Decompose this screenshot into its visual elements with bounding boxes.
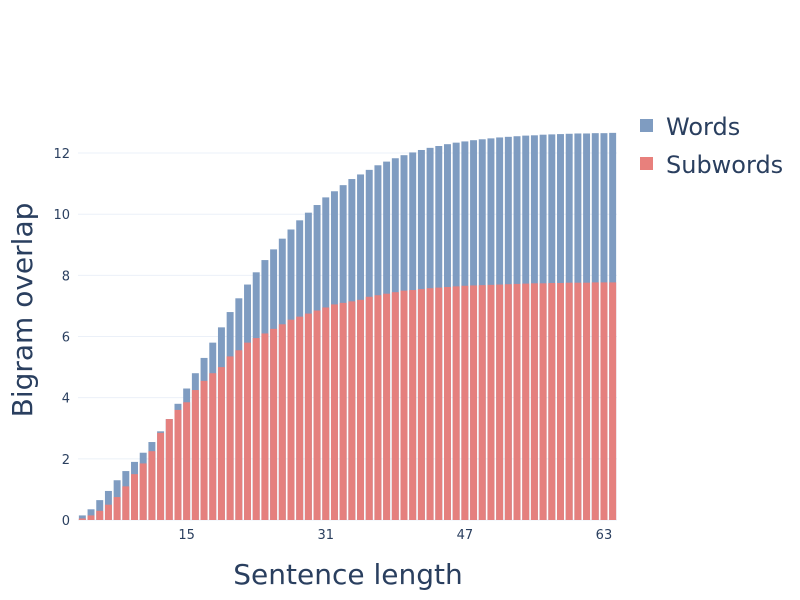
bar-subwords	[426, 288, 434, 520]
bar-subwords	[539, 283, 547, 520]
bar-subwords	[487, 284, 495, 520]
bar-subwords	[461, 285, 469, 520]
bar-subwords	[313, 310, 321, 520]
bar-subwords	[87, 515, 95, 520]
bar-subwords	[261, 333, 269, 520]
bar-subwords	[348, 301, 356, 520]
bar-subwords	[131, 474, 138, 520]
bar-subwords	[157, 432, 165, 520]
bar-words	[96, 500, 104, 520]
bar-subwords	[139, 463, 147, 520]
bars	[78, 132, 617, 521]
y-axis-ticks: 0 2 4 6 8 10 12	[53, 147, 70, 529]
bar-subwords	[600, 282, 608, 520]
bar-subwords	[174, 409, 182, 520]
bar-subwords	[374, 295, 382, 520]
bar-words	[87, 509, 95, 520]
x-tick-label: 47	[457, 528, 474, 543]
bar-subwords	[270, 328, 278, 520]
bar-subwords	[122, 486, 130, 520]
bar-subwords	[565, 282, 573, 520]
bar-subwords	[574, 282, 582, 520]
x-axis-title: Sentence length	[233, 558, 462, 591]
bar-subwords	[409, 290, 417, 520]
bar-subwords	[191, 390, 199, 520]
bar-subwords	[209, 373, 217, 520]
bar-subwords	[287, 319, 295, 520]
bar-subwords	[226, 356, 234, 520]
legend: Words Subwords	[640, 113, 783, 179]
bar-subwords	[478, 285, 486, 520]
bar-subwords	[591, 282, 599, 520]
y-tick-label: 2	[62, 453, 70, 468]
bar-subwords	[339, 302, 347, 520]
legend-label-subwords: Subwords	[666, 151, 783, 179]
series-subwords	[78, 282, 617, 520]
bar-subwords	[357, 299, 365, 520]
bar-subwords	[113, 497, 121, 520]
y-tick-label: 12	[53, 147, 70, 162]
bar-subwords	[583, 282, 591, 520]
bar-subwords	[452, 286, 460, 520]
bar-subwords	[165, 419, 173, 520]
bar-subwords	[513, 283, 521, 520]
bar-subwords	[217, 367, 225, 520]
bar-subwords	[435, 287, 443, 520]
bar-subwords	[496, 284, 504, 520]
bar-subwords	[183, 402, 191, 520]
bar-subwords	[96, 510, 104, 520]
y-tick-label: 6	[62, 331, 70, 346]
legend-swatch-words	[640, 119, 653, 132]
bar-words	[78, 515, 86, 520]
bar-subwords	[530, 283, 538, 520]
bar-subwords	[104, 504, 112, 520]
bar-subwords	[252, 338, 260, 520]
y-tick-label: 0	[62, 514, 70, 529]
bar-subwords	[522, 283, 530, 520]
bar-subwords	[609, 282, 617, 520]
x-tick-label: 31	[317, 528, 334, 543]
bar-subwords	[470, 285, 478, 520]
bar-subwords	[235, 350, 243, 520]
x-tick-label: 15	[178, 528, 195, 543]
bar-subwords	[504, 284, 512, 520]
legend-label-words: Words	[666, 113, 740, 141]
bar-subwords	[383, 293, 391, 520]
bar-subwords	[443, 286, 451, 520]
bar-subwords	[200, 380, 208, 520]
bar-subwords	[278, 324, 286, 520]
bar-subwords	[548, 283, 556, 520]
bar-subwords	[365, 296, 373, 520]
y-axis-title: Bigram overlap	[6, 203, 39, 418]
x-tick-label: 63	[596, 528, 613, 543]
bar-subwords	[304, 313, 312, 520]
bar-subwords	[148, 451, 156, 520]
y-tick-label: 10	[53, 208, 70, 223]
bar-subwords	[330, 304, 338, 520]
bar-subwords	[400, 290, 408, 520]
legend-swatch-subwords	[640, 157, 653, 170]
bar-subwords	[391, 292, 399, 520]
y-tick-label: 8	[62, 269, 70, 284]
y-tick-label: 4	[62, 392, 70, 407]
bar-subwords	[417, 289, 425, 520]
bar-subwords	[78, 518, 86, 520]
bar-subwords	[244, 342, 252, 520]
x-axis-ticks: 15 31 47 63	[178, 528, 612, 543]
bar-subwords	[322, 307, 330, 520]
bar-subwords	[296, 316, 304, 520]
bar-subwords	[557, 283, 564, 520]
